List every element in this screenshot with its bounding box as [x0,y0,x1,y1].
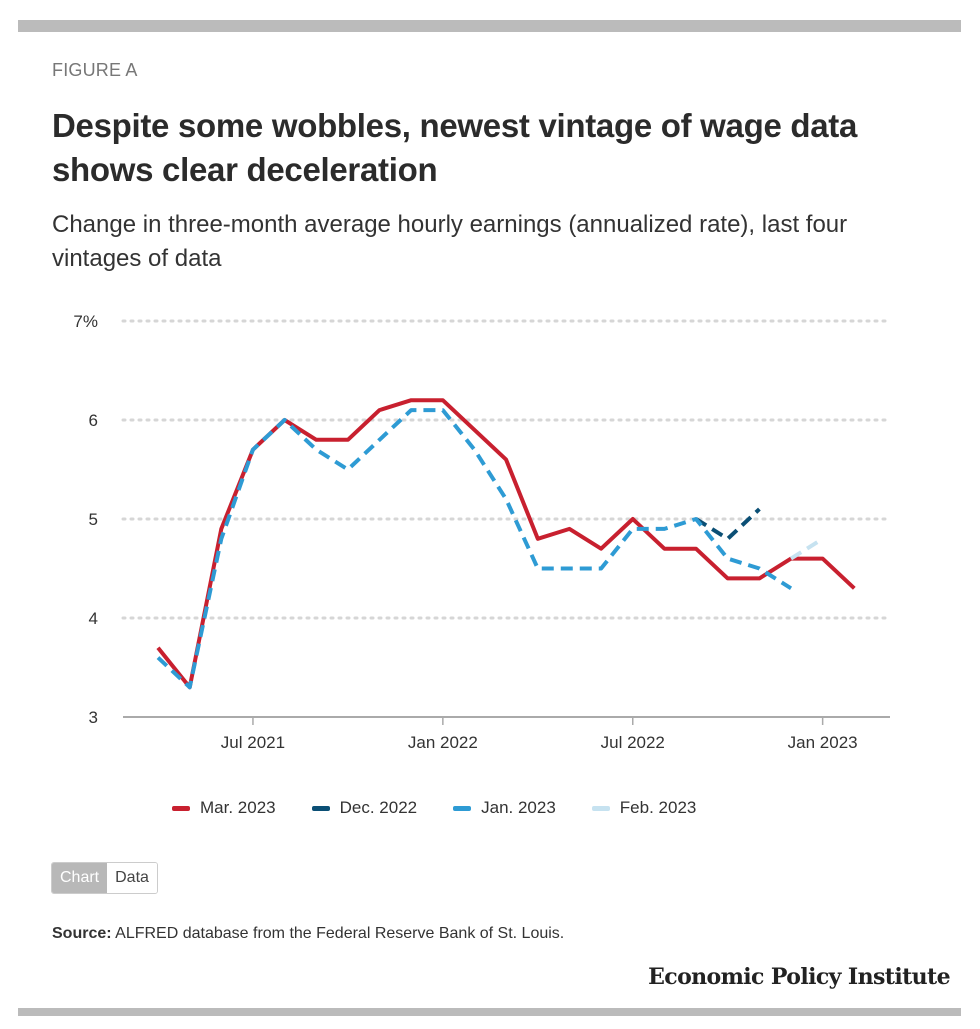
line-chart: 3 4 5 6 7% Jul 2021 Jan 2022 Jul 2022 Jan 2023 [73,312,892,752]
legend-label: Feb. 2023 [619,798,697,817]
y-tick-label: 5 [89,510,98,529]
x-tick-label: Jan 2022 [408,733,478,752]
figure-label: FIGURE A [52,60,138,80]
series-line-mar-2023 [156,398,856,690]
legend-label: Mar. 2023 [200,798,276,817]
y-axis-ticks: 3 4 5 6 7% [73,312,98,727]
x-tick-label: Jul 2022 [601,733,665,752]
x-tick-label: Jul 2021 [221,733,285,752]
y-tick-label: 4 [89,609,98,628]
series-line-jan-2023 [156,408,793,690]
top-border-bar [18,20,961,32]
x-tick-label: Jan 2023 [788,733,858,752]
legend-label: Dec. 2022 [339,798,418,817]
legend-item-mar-2023: Mar. 2023 [172,798,276,818]
y-tick-label: 3 [89,708,98,727]
chart-subtitle: Change in three-month average hourly ear… [52,211,848,272]
source-note: Source: ALFRED database from the Federal… [52,925,564,943]
source-text: ALFRED database from the Federal Reserve… [115,925,565,942]
legend-item-dec-2022: Dec. 2022 [311,798,418,818]
legend-item-feb-2023: Feb. 2023 [591,798,697,818]
legend-swatch [172,805,190,811]
chart-data-toggle: Chart Data [51,862,158,894]
gridlines [121,319,892,620]
legend-item-jan-2023: Jan. 2023 [453,798,556,818]
y-tick-label: 7% [73,312,98,331]
bottom-border-bar [18,1008,961,1016]
chart-tab[interactable]: Chart [52,863,108,893]
legend-swatch [591,805,610,811]
epi-logo: Economic Policy Institute [648,964,950,990]
legend-swatch [453,805,472,811]
legend-swatch [311,805,330,811]
legend-label: Jan. 2023 [481,798,556,817]
data-tab[interactable]: Data [107,863,157,893]
series-line-dec-2022 [694,507,761,541]
series-lines [156,398,856,690]
series-line-feb-2023 [789,537,824,561]
legend: Mar. 2023 Dec. 2022 Jan. 2023 Feb. 2023 [172,798,696,818]
chart-title: Despite some wobbles, newest vintage of … [52,107,858,188]
y-tick-label: 6 [89,411,98,430]
x-axis: Jul 2021 Jan 2022 Jul 2022 Jan 2023 [123,716,890,752]
source-label: Source: [52,925,112,942]
